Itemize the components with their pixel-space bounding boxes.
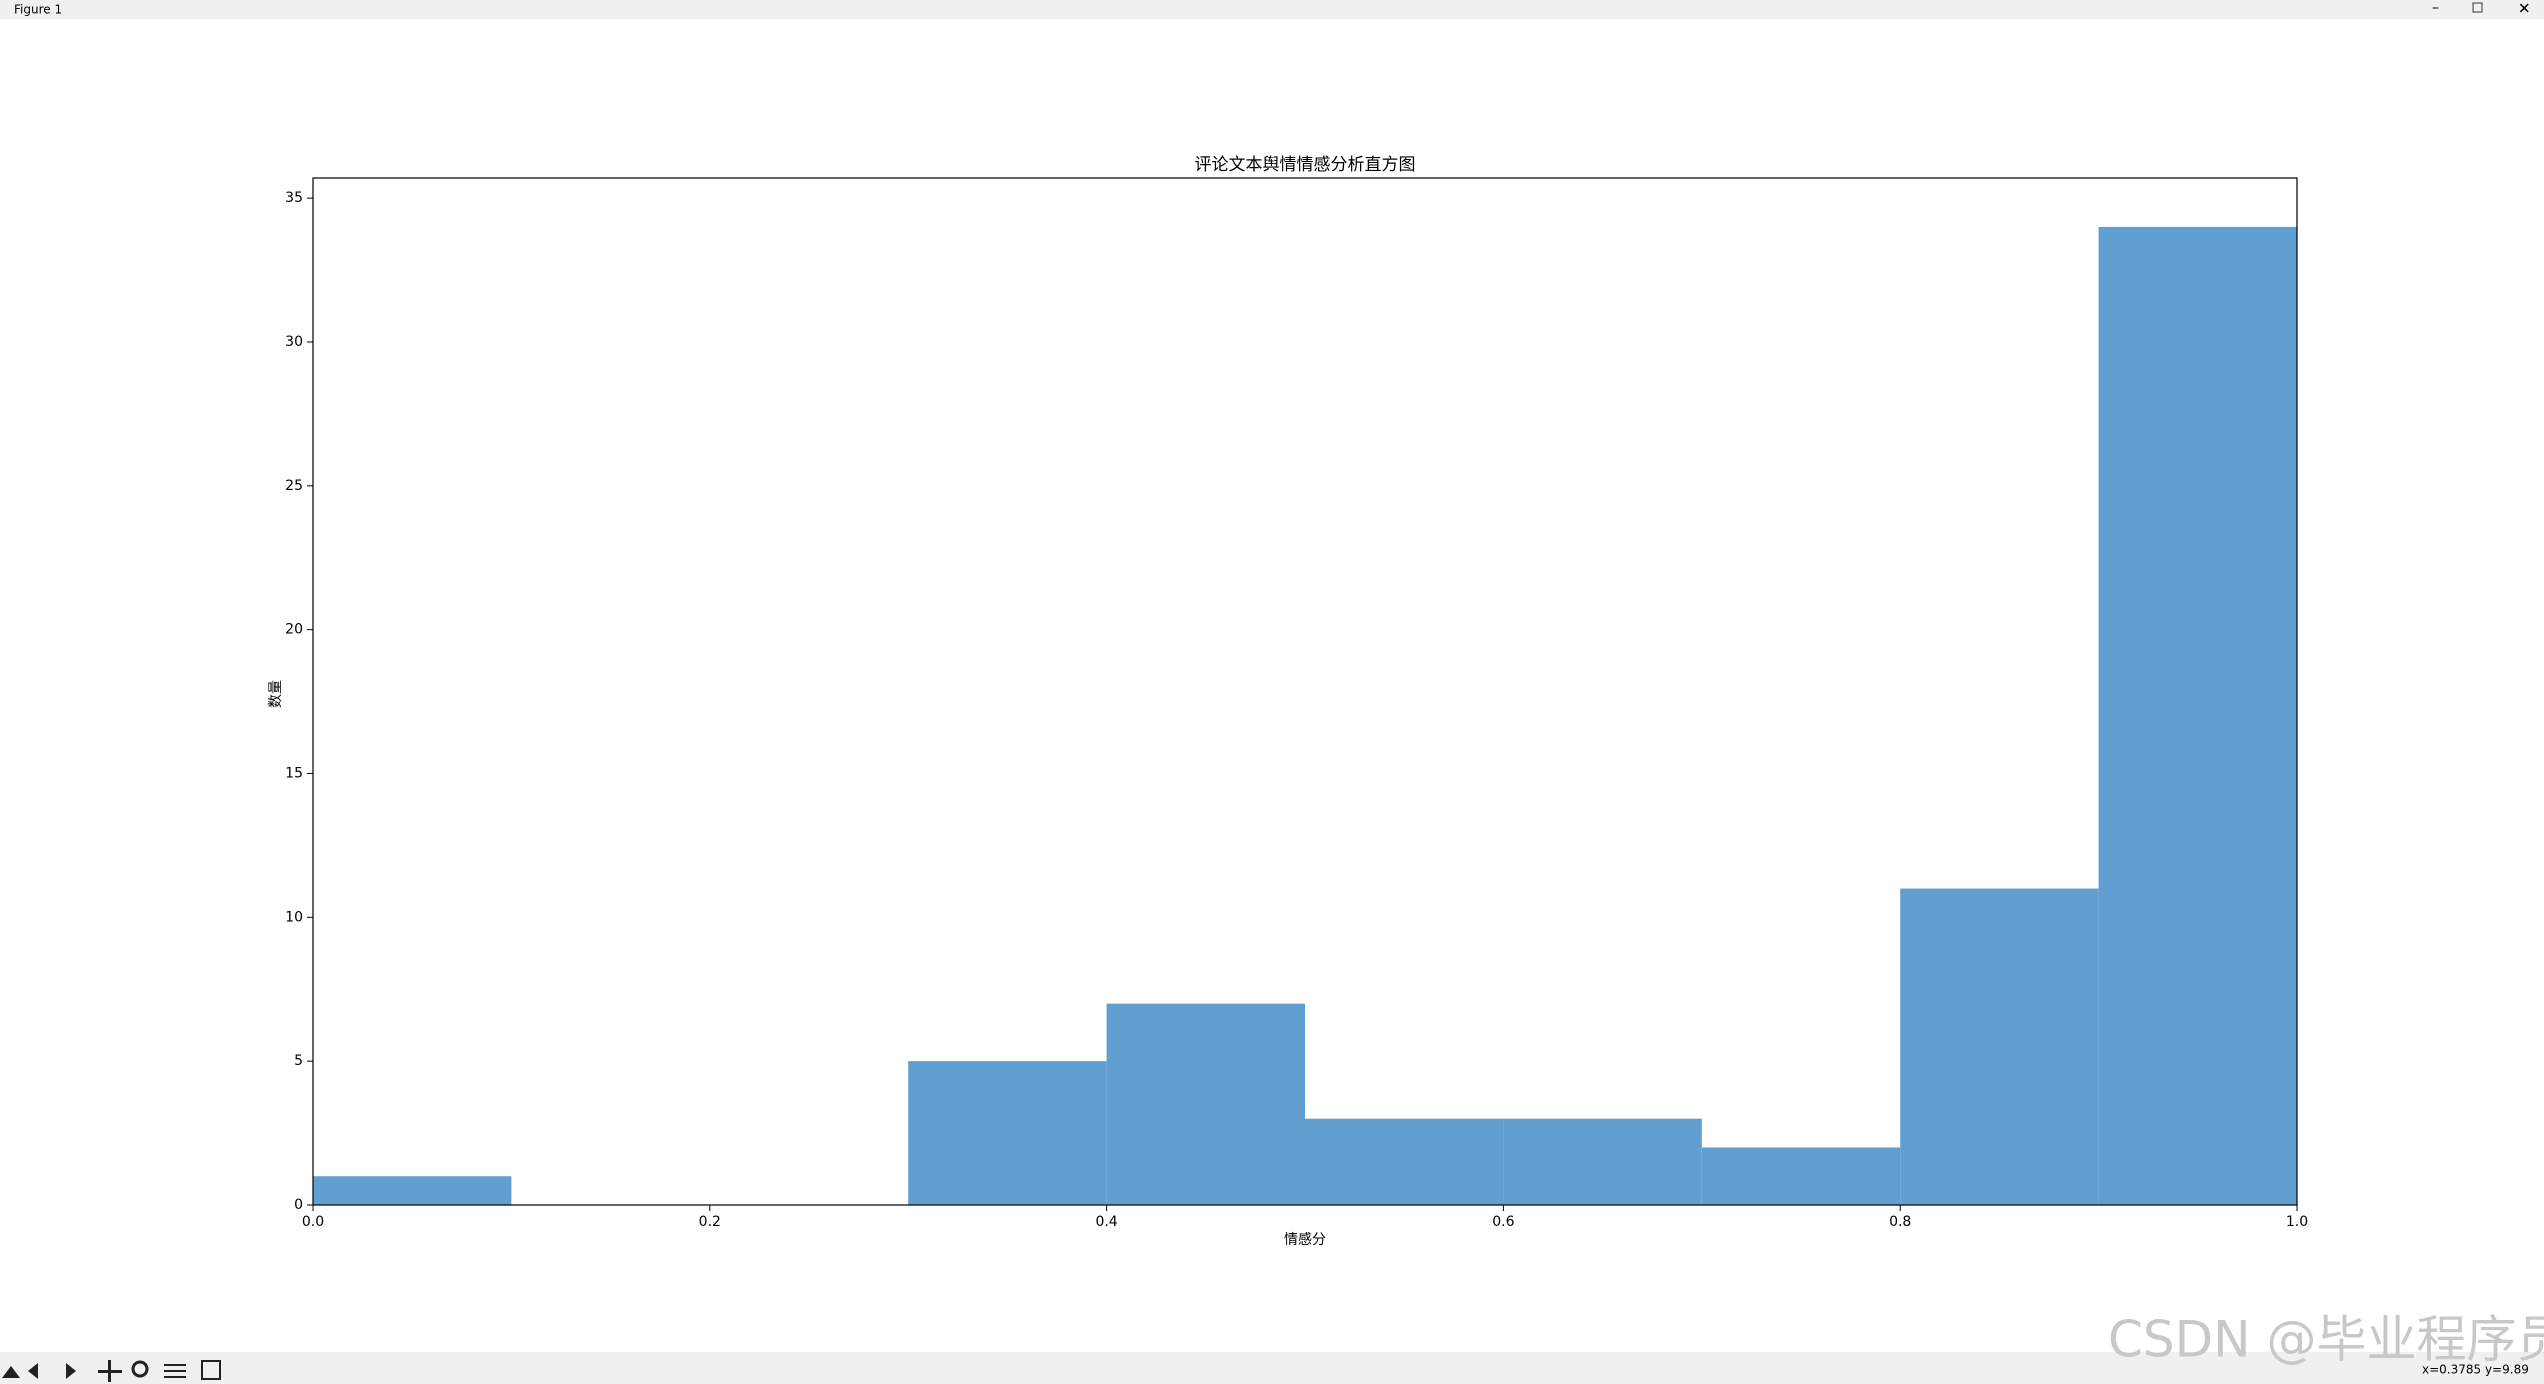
- back-button[interactable]: [28, 1363, 38, 1379]
- forward-button[interactable]: [66, 1363, 76, 1379]
- y-tick-label: 5: [294, 1053, 303, 1069]
- x-tick-label: 0.8: [1889, 1214, 1911, 1230]
- bar: [1503, 1118, 1702, 1205]
- y-axis-label: 数量: [268, 680, 284, 708]
- zoom-button[interactable]: [131, 1360, 149, 1378]
- bar: [908, 1061, 1107, 1205]
- x-tick-label: 0.4: [1095, 1214, 1117, 1230]
- save-button[interactable]: [201, 1360, 221, 1380]
- x-tick-label: 0.6: [1492, 1214, 1514, 1230]
- home-button[interactable]: [2, 1366, 20, 1378]
- y-tick-label: 35: [285, 190, 303, 206]
- toolbar: [0, 1352, 2544, 1384]
- bar: [1701, 1147, 1901, 1205]
- close[interactable]: ✕: [2518, 0, 2531, 18]
- axes-frame: [312, 177, 2298, 1206]
- bar: [1305, 1118, 1504, 1205]
- chart-title: 评论文本舆情情感分析直方图: [1195, 155, 1416, 175]
- x-tick-label: 0.0: [302, 1214, 324, 1230]
- y-tick-label: 15: [285, 765, 303, 781]
- y-tick-label: 20: [285, 622, 303, 638]
- bar: [1900, 888, 2099, 1205]
- status-text: x=0.3785 y=9.89: [2422, 1363, 2529, 1377]
- maximize[interactable]: [2472, 2, 2483, 13]
- toolbar-icons[interactable]: [2, 1360, 221, 1382]
- watermark: CSDN @毕业程序员: [2108, 1311, 2544, 1369]
- x-tick-label: 0.2: [699, 1214, 721, 1230]
- x-tick-label: 1.0: [2286, 1214, 2308, 1230]
- minimize[interactable]: –: [2432, 0, 2439, 16]
- configure-button[interactable]: [164, 1364, 186, 1378]
- y-tick-label: 25: [285, 478, 303, 494]
- pan-button[interactable]: [98, 1360, 122, 1382]
- x-axis-label: 情感分: [1284, 1231, 1326, 1248]
- y-tick-label: 10: [285, 909, 303, 925]
- title-bar: [0, 0, 2544, 19]
- window-title: Figure 1: [14, 3, 62, 17]
- y-tick-label: 0: [294, 1197, 303, 1213]
- y-tick-label: 30: [285, 334, 303, 350]
- bar: [1106, 1003, 1305, 1205]
- bar: [2098, 226, 2297, 1205]
- bar: [313, 1176, 512, 1205]
